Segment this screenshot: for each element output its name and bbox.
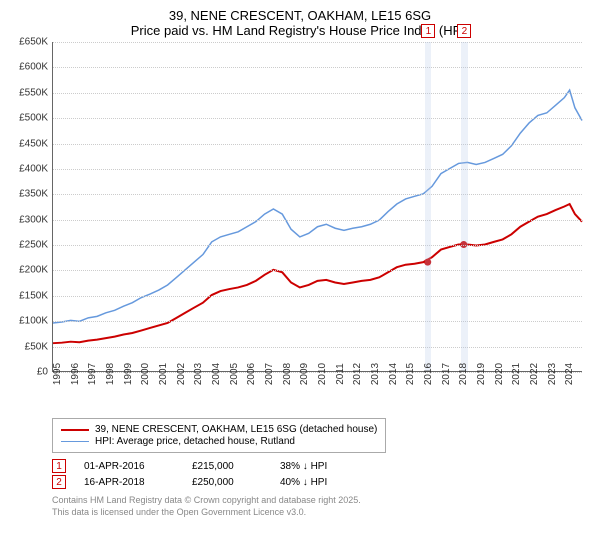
y-tick-label: £100K (19, 316, 48, 327)
series-line-hpi (53, 90, 582, 323)
footer-attribution: Contains HM Land Registry data © Crown c… (52, 495, 588, 518)
plot-region: 12 (52, 42, 582, 372)
sale-row: 1 01-APR-2016 £215,000 38% ↓ HPI (52, 459, 588, 473)
y-tick-label: £400K (19, 163, 48, 174)
legend-item: HPI: Average price, detached house, Rutl… (61, 436, 377, 447)
y-tick-label: £200K (19, 265, 48, 276)
y-tick-label: £150K (19, 290, 48, 301)
sale-marker: 2 (52, 475, 66, 489)
title-address: 39, NENE CRESCENT, OAKHAM, LE15 6SG (12, 8, 588, 23)
sale-date: 01-APR-2016 (84, 461, 174, 472)
marker-label: 2 (457, 24, 471, 38)
gridline (53, 169, 582, 170)
y-tick-label: £600K (19, 62, 48, 73)
y-tick-label: £50K (25, 341, 48, 352)
gridline (53, 194, 582, 195)
legend-item: 39, NENE CRESCENT, OAKHAM, LE15 6SG (det… (61, 424, 377, 435)
legend-swatch (61, 429, 89, 431)
gridline (53, 245, 582, 246)
gridline (53, 67, 582, 68)
title-subtitle: Price paid vs. HM Land Registry's House … (12, 23, 588, 38)
legend-label: 39, NENE CRESCENT, OAKHAM, LE15 6SG (det… (95, 424, 377, 435)
sale-diff: 40% ↓ HPI (280, 477, 327, 488)
y-axis-labels: £0£50K£100K£150K£200K£250K£300K£350K£400… (12, 42, 50, 372)
marker-label: 1 (421, 24, 435, 38)
marker-band (425, 42, 431, 371)
sale-date: 16-APR-2018 (84, 477, 174, 488)
gridline (53, 144, 582, 145)
y-tick-label: £350K (19, 189, 48, 200)
chart-area: £0 £50K £100K £150K £200K £250K £300K £350K £400… (12, 42, 588, 412)
sale-diff: 38% ↓ HPI (280, 461, 327, 472)
legend-swatch (61, 441, 89, 442)
sale-marker: 1 (52, 459, 66, 473)
y-tick-label: £650K (19, 37, 48, 48)
legend: 39, NENE CRESCENT, OAKHAM, LE15 6SG (det… (52, 418, 386, 453)
y-tick-label: £300K (19, 214, 48, 225)
gridline (53, 270, 582, 271)
gridline (53, 296, 582, 297)
y-tick-label: £450K (19, 138, 48, 149)
chart-title: 39, NENE CRESCENT, OAKHAM, LE15 6SG Pric… (12, 8, 588, 38)
footer-line1: Contains HM Land Registry data © Crown c… (52, 495, 588, 507)
legend-label: HPI: Average price, detached house, Rutl… (95, 436, 295, 447)
y-tick-label: £500K (19, 113, 48, 124)
gridline (53, 220, 582, 221)
x-tick-label: 2024 (564, 363, 600, 385)
footer-line2: This data is licensed under the Open Gov… (52, 507, 588, 519)
gridline (53, 118, 582, 119)
gridline (53, 347, 582, 348)
sale-price: £215,000 (192, 461, 262, 472)
y-tick-label: £550K (19, 87, 48, 98)
gridline (53, 321, 582, 322)
sale-row: 2 16-APR-2018 £250,000 40% ↓ HPI (52, 475, 588, 489)
sales-table: 1 01-APR-2016 £215,000 38% ↓ HPI 2 16-APR-201… (52, 459, 588, 489)
y-tick-label: £250K (19, 240, 48, 251)
y-tick-label: £0 (37, 367, 48, 378)
chart-container: 39, NENE CRESCENT, OAKHAM, LE15 6SG Pric… (0, 0, 600, 560)
gridline (53, 93, 582, 94)
gridline (53, 42, 582, 43)
x-axis-labels: 1995199619971998199920002001200220032004… (52, 372, 582, 412)
series-line-property (53, 204, 582, 343)
sale-price: £250,000 (192, 477, 262, 488)
marker-band (461, 42, 467, 371)
